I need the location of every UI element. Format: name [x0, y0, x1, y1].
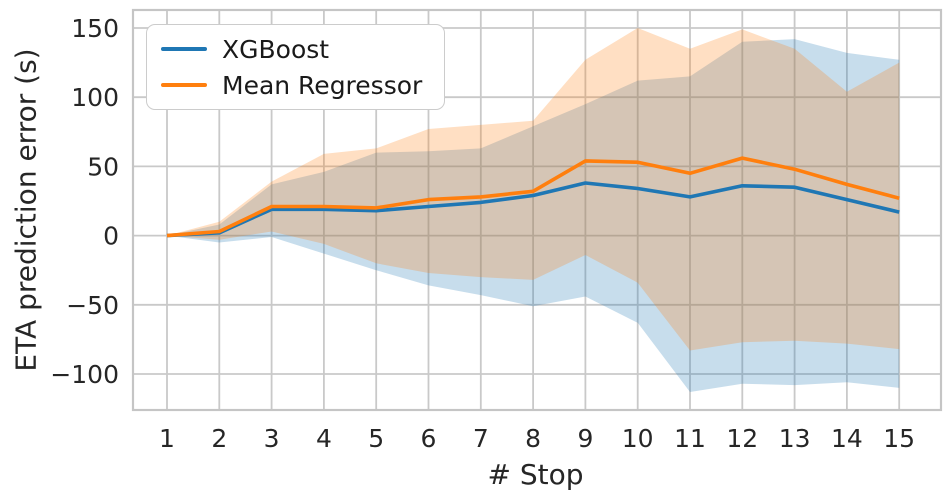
x-tick-label: 6: [421, 424, 437, 453]
x-tick-label: 7: [473, 424, 489, 453]
legend-item-mean-regressor: Mean Regressor: [161, 70, 422, 100]
legend: XGBoost Mean Regressor: [146, 24, 446, 110]
x-tick-label: 4: [316, 424, 332, 453]
x-tick-label: 13: [779, 424, 811, 453]
xgboost-band: [167, 39, 900, 392]
x-tick-label: 1: [159, 424, 175, 453]
xgboost-line: [166, 181, 900, 238]
legend-item-xgboost: XGBoost: [161, 34, 422, 64]
mean-regressor-line: [166, 156, 900, 238]
x-tick-label: 15: [883, 424, 915, 453]
x-tick-label: 8: [525, 424, 541, 453]
x-tick-label: 2: [211, 424, 227, 453]
mean-regressor-line-swatch: [161, 83, 207, 87]
x-tick-label: 14: [831, 424, 863, 453]
plot-border: [131, 8, 943, 412]
x-tick-label: 12: [726, 424, 758, 453]
x-tick-label: 10: [622, 424, 654, 453]
legend-label-mean-regressor: Mean Regressor: [222, 70, 423, 100]
y-tick-label: 150: [71, 14, 119, 43]
x-tick-label: 9: [577, 424, 593, 453]
legend-label-xgboost: XGBoost: [222, 34, 330, 64]
y-tick-label: 50: [87, 152, 119, 181]
x-axis-label: # Stop: [487, 458, 584, 491]
x-tick-label: 5: [368, 424, 384, 453]
y-tick-label: 100: [71, 83, 119, 112]
y-tick-label: −100: [50, 360, 119, 389]
y-axis-label: ETA prediction error (s): [9, 48, 43, 372]
x-tick-label: 3: [264, 424, 280, 453]
x-tick-label: 11: [674, 424, 706, 453]
y-tick-label: 0: [103, 222, 119, 251]
y-tick-label: −50: [66, 291, 119, 320]
xgboost-line-swatch: [161, 47, 207, 51]
